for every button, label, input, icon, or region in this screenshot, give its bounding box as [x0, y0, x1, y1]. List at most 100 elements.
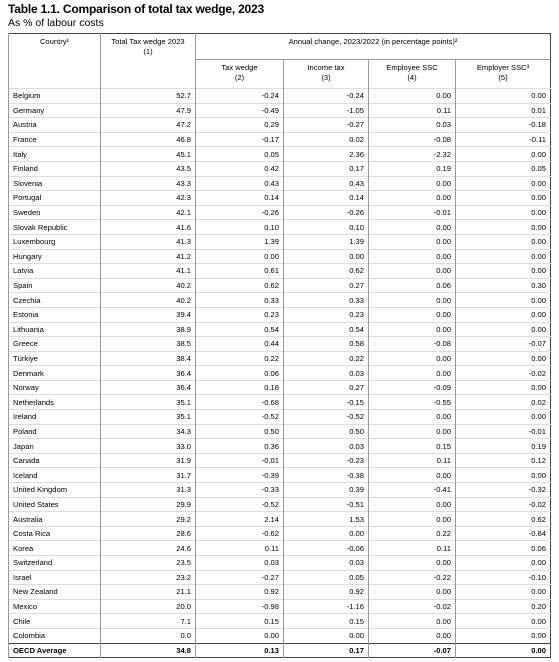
country-cell: Spain: [8, 277, 101, 293]
value-cell: 0.00: [455, 204, 551, 220]
column-label: Income tax: [307, 63, 345, 72]
table-row: Luxembourg 41.3 1.39 1.39 0.00 0.00: [8, 233, 551, 250]
table-row: Hungary 41.2 0.00 0.00 0.00 0.00: [8, 248, 551, 264]
value-cell: -0.18: [455, 117, 551, 133]
value-cell: 0.27: [283, 379, 369, 395]
country-cell: Poland: [8, 423, 101, 439]
value-cell: 0.03: [368, 117, 456, 133]
value-cell: 52.7: [100, 88, 196, 104]
table-row: Colombia 0.0 0.00 0.00 0.00 0.00: [8, 627, 551, 644]
value-cell: -0.06: [283, 540, 369, 556]
value-cell: 0.00: [368, 190, 456, 206]
column-header: Country¹: [8, 33, 101, 89]
value-cell: 0.03: [283, 555, 369, 571]
country-cell: United Kingdom: [8, 482, 101, 498]
value-cell: 0.27: [283, 277, 369, 293]
value-cell: 0.00: [455, 292, 551, 308]
value-cell: 0.00: [368, 627, 456, 644]
value-cell: 45.1: [100, 146, 196, 162]
value-cell: 0.62: [283, 263, 369, 279]
value-cell: 42.3: [100, 190, 196, 206]
value-cell: 0.06: [195, 365, 284, 381]
value-cell: -0.07: [368, 642, 456, 658]
value-cell: 34.3: [100, 423, 196, 439]
value-cell: 0.00: [368, 248, 456, 264]
value-cell: 0.00: [368, 175, 456, 191]
country-cell: Ireland: [8, 409, 101, 425]
value-cell: 2.14: [195, 511, 284, 527]
value-cell: 0.00: [283, 525, 369, 541]
value-cell: 43.5: [100, 160, 196, 177]
table-row: Italy 45.1 0.05 2.36 -2.32 0.00: [8, 146, 551, 162]
value-cell: 0.00: [368, 263, 456, 279]
value-cell: 38.9: [100, 321, 196, 337]
group-header: Annual change, 2023/2022 (in percentage …: [195, 33, 551, 60]
value-cell: 0.50: [283, 423, 369, 439]
table-row: Denmark 36.4 0.06 0.03 0.00 -0.02: [8, 365, 551, 381]
country-cell: Japan: [8, 438, 101, 454]
value-cell: 0.06: [455, 540, 551, 556]
table-row: Netherlands 35.1 -0.68 -0.15 -0.55 0.02: [8, 394, 551, 410]
value-cell: 38.5: [100, 336, 196, 352]
value-cell: -0.17: [195, 131, 284, 147]
value-cell: 0.00: [455, 379, 551, 395]
value-cell: 0.03: [283, 365, 369, 381]
value-cell: 42.1: [100, 204, 196, 220]
value-cell: 0.54: [283, 321, 369, 337]
value-cell: 41.6: [100, 219, 196, 235]
value-cell: 0.00: [368, 350, 456, 366]
table-row: Greece 38.5 0.44 0.58 -0.08 -0.07: [8, 336, 551, 352]
table-body: Belgium 52.7 -0.24 -0.24 0.00 0.00 Germany 47.9…: [8, 88, 551, 658]
value-cell: 0.23: [195, 306, 284, 322]
value-cell: 0.00: [368, 88, 456, 104]
value-cell: 0.23: [283, 306, 369, 322]
column-number: (4): [407, 73, 417, 82]
value-cell: 0.00: [455, 233, 551, 250]
value-cell: 39.4: [100, 306, 196, 322]
country-cell: Colombia: [8, 627, 101, 644]
value-cell: 0.00: [455, 263, 551, 279]
table-row: Canada 31.9 -0.01 -0.23 0.11 0.12: [8, 452, 551, 468]
table-row: Norway 36.4 0.18 0.27 -0.09 0.00: [8, 379, 551, 395]
value-cell: -0.27: [283, 117, 369, 133]
value-cell: 0.00: [368, 219, 456, 235]
table-row: Türkiye 38.4 0.22 0.22 0.00 0.00: [8, 350, 551, 366]
table-row: Spain 40.2 0.62 0.27 0.06 0.30: [8, 277, 551, 293]
value-cell: 0.30: [455, 277, 551, 293]
value-cell: 0.18: [195, 379, 284, 395]
value-cell: 0.05: [283, 569, 369, 585]
value-cell: 31.7: [100, 467, 196, 483]
value-cell: 0.00: [455, 146, 551, 162]
country-cell: Luxembourg: [8, 233, 101, 250]
value-cell: 0.39: [283, 482, 369, 498]
table-subtitle: As % of labour costs: [8, 17, 104, 29]
country-cell: Finland: [8, 160, 101, 177]
value-cell: 41.2: [100, 248, 196, 264]
value-cell: 1.39: [283, 233, 369, 250]
country-cell: Canada: [8, 452, 101, 468]
table-row: Mexico 20.0 -0.98 -1.16 -0.02 0.20: [8, 598, 551, 614]
value-cell: 0.00: [455, 555, 551, 571]
value-cell: 0.62: [455, 511, 551, 527]
value-cell: 36.4: [100, 365, 196, 381]
country-cell: New Zealand: [8, 584, 101, 600]
value-cell: -0.38: [283, 467, 369, 483]
value-cell: 0.00: [283, 248, 369, 264]
value-cell: 0.00: [455, 248, 551, 264]
value-cell: 0.00: [455, 642, 551, 658]
value-cell: 0.92: [195, 584, 284, 600]
value-cell: -2.32: [368, 146, 456, 162]
value-cell: 43.3: [100, 175, 196, 191]
header-row: Country¹ Total Tax wedge 2023 (1) Annual …: [8, 33, 551, 89]
value-cell: 1.39: [195, 233, 284, 250]
column-label: Total Tax wedge 2023: [111, 37, 185, 46]
value-cell: -1.05: [283, 102, 369, 118]
value-cell: 0.36: [195, 438, 284, 454]
value-cell: 0.44: [195, 336, 284, 352]
value-cell: 0.13: [195, 642, 284, 658]
table-row: United Kingdom 31.3 -0.33 0.39 -0.41 -0.32: [8, 482, 551, 498]
table-row: Czechia 40.2 0.33 0.33 0.00 0.00: [8, 292, 551, 308]
table-row: Switzerland 23.5 0.03 0.03 0.00 0.00: [8, 555, 551, 571]
value-cell: 0.00: [455, 627, 551, 644]
country-cell: Costa Rica: [8, 525, 101, 541]
